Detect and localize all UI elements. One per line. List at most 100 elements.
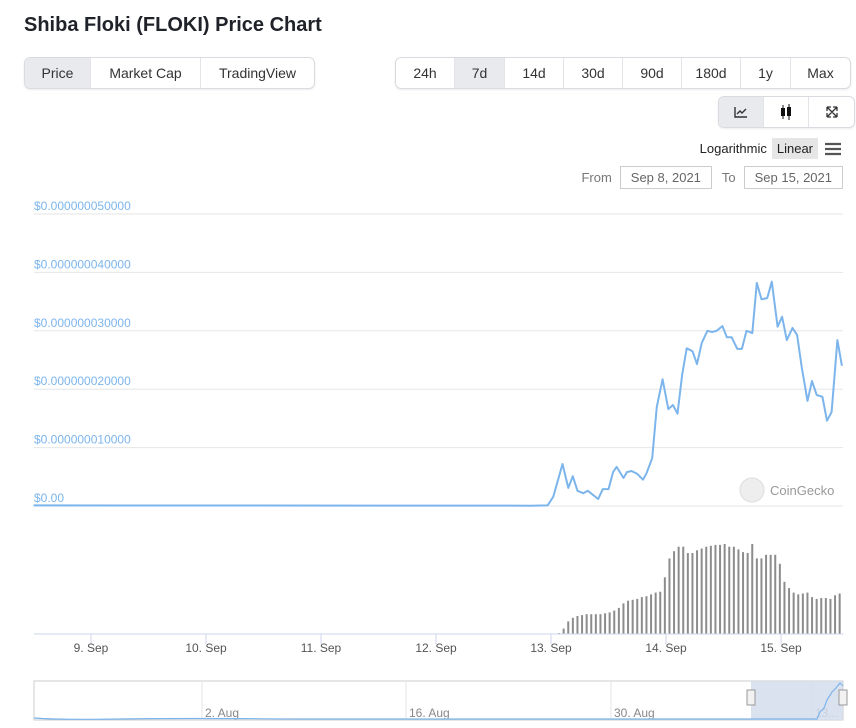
volume-bar [755, 558, 758, 634]
volume-bar [567, 621, 570, 634]
volume-bar [732, 546, 735, 634]
x-axis-label: 9. Sep [74, 641, 109, 655]
volume-bar [728, 546, 731, 634]
date-range: From Sep 8, 2021 To Sep 15, 2021 [581, 166, 843, 189]
volume-bar [765, 554, 768, 634]
volume-bar [815, 598, 818, 634]
range-180d[interactable]: 180d [682, 58, 741, 88]
navigator [33, 680, 844, 721]
fullscreen-icon [825, 106, 838, 118]
volume-bar [636, 598, 639, 634]
volume-bar [797, 594, 800, 634]
volume-bar [783, 581, 786, 634]
tab-market-cap[interactable]: Market Cap [91, 58, 201, 88]
x-axis-label: 12. Sep [415, 641, 457, 655]
logarithmic-button[interactable]: Logarithmic [699, 141, 767, 156]
candlestick-button[interactable] [764, 97, 809, 127]
x-axis-label: 11. Sep [301, 641, 342, 655]
volume-bar [585, 614, 588, 634]
candlestick-icon [781, 104, 791, 120]
volume-bar [627, 600, 630, 634]
from-label: From [581, 170, 612, 185]
tab-tradingview[interactable]: TradingView [218, 65, 297, 81]
volume-bar [645, 596, 648, 634]
volume-bar [769, 554, 772, 634]
volume-bar [668, 558, 671, 634]
volume-bar [751, 544, 754, 634]
volume-bar [760, 558, 763, 634]
volume-bar [788, 588, 791, 634]
scale-toggle: Logarithmic Linear [695, 138, 842, 159]
volume-bar [829, 598, 832, 634]
tab-price[interactable]: Price [25, 58, 91, 88]
navigator-label: 16. Aug [409, 706, 450, 720]
range-30d[interactable]: 30d [564, 58, 623, 88]
coingecko-logo-icon [739, 477, 765, 503]
volume-bar [590, 614, 593, 634]
watermark: CoinGecko [770, 483, 834, 498]
line-chart-icon [734, 107, 747, 118]
y-axis-label: $0.000000050000 [34, 199, 131, 213]
navigator-line [33, 682, 844, 720]
volume-bar [659, 591, 662, 634]
volume-bar [700, 548, 703, 634]
navigator-label: 2. Aug [205, 706, 239, 720]
navigator-handle[interactable] [838, 689, 848, 706]
chart-type-selector [718, 96, 855, 128]
to-label: To [721, 170, 736, 185]
navigator-handle[interactable] [746, 689, 756, 706]
price-line [33, 280, 843, 507]
y-axis-label: $0.000000030000 [34, 316, 131, 330]
time-range-selector: 24h 7d 14d 30d 90d 180d 1y Max [395, 57, 851, 89]
volume-bar [581, 615, 584, 634]
range-1y[interactable]: 1y [741, 58, 791, 88]
line-chart-button[interactable] [719, 97, 764, 127]
volume-bar [801, 593, 804, 634]
navigator-label: 30. Aug [614, 706, 655, 720]
fullscreen-button[interactable] [809, 97, 854, 127]
linear-button[interactable]: Linear [771, 138, 818, 159]
volume-bar [723, 544, 726, 634]
volume-bar [654, 592, 657, 634]
x-axis-label: 10. Sep [185, 641, 227, 655]
range-14d[interactable]: 14d [505, 58, 564, 88]
x-axis-label: 13. Sep [530, 641, 572, 655]
volume-bar [806, 592, 809, 634]
volume-bar [778, 563, 781, 634]
volume-bar [631, 599, 634, 634]
y-axis-label: $0.00 [34, 491, 64, 505]
hamburger-menu-icon[interactable] [824, 142, 842, 156]
volume-bar [686, 553, 689, 634]
volume-bar [774, 554, 777, 634]
from-date-input[interactable]: Sep 8, 2021 [619, 166, 712, 189]
volume-bar [691, 553, 694, 634]
volume-bar [824, 598, 827, 634]
volume-bar [599, 614, 602, 634]
range-max[interactable]: Max [807, 65, 834, 81]
volume-bar [834, 595, 837, 634]
volume-bar [709, 545, 712, 634]
to-date-input[interactable]: Sep 15, 2021 [743, 166, 843, 189]
volume-bar [617, 607, 620, 634]
range-90d[interactable]: 90d [623, 58, 682, 88]
volume-bar [714, 544, 717, 634]
volume-bar [705, 546, 708, 634]
volume-bar [838, 593, 841, 634]
volume-bar [673, 551, 676, 634]
y-axis-label: $0.000000010000 [34, 433, 131, 447]
volume-bar [792, 592, 795, 634]
volume-bar [650, 594, 653, 634]
volume-bar [737, 549, 740, 634]
volume-bar [594, 614, 597, 634]
volume-bar [811, 597, 814, 634]
range-24h[interactable]: 24h [396, 58, 455, 88]
y-axis-label: $0.000000020000 [34, 374, 131, 388]
page-title: Shiba Floki (FLOKI) Price Chart [24, 14, 322, 36]
volume-bar [613, 610, 616, 634]
range-7d[interactable]: 7d [455, 58, 505, 88]
y-axis-label: $0.000000040000 [34, 257, 131, 271]
volume-bar [663, 577, 666, 634]
navigator-selection[interactable] [751, 681, 843, 720]
volume-bar [604, 613, 607, 634]
